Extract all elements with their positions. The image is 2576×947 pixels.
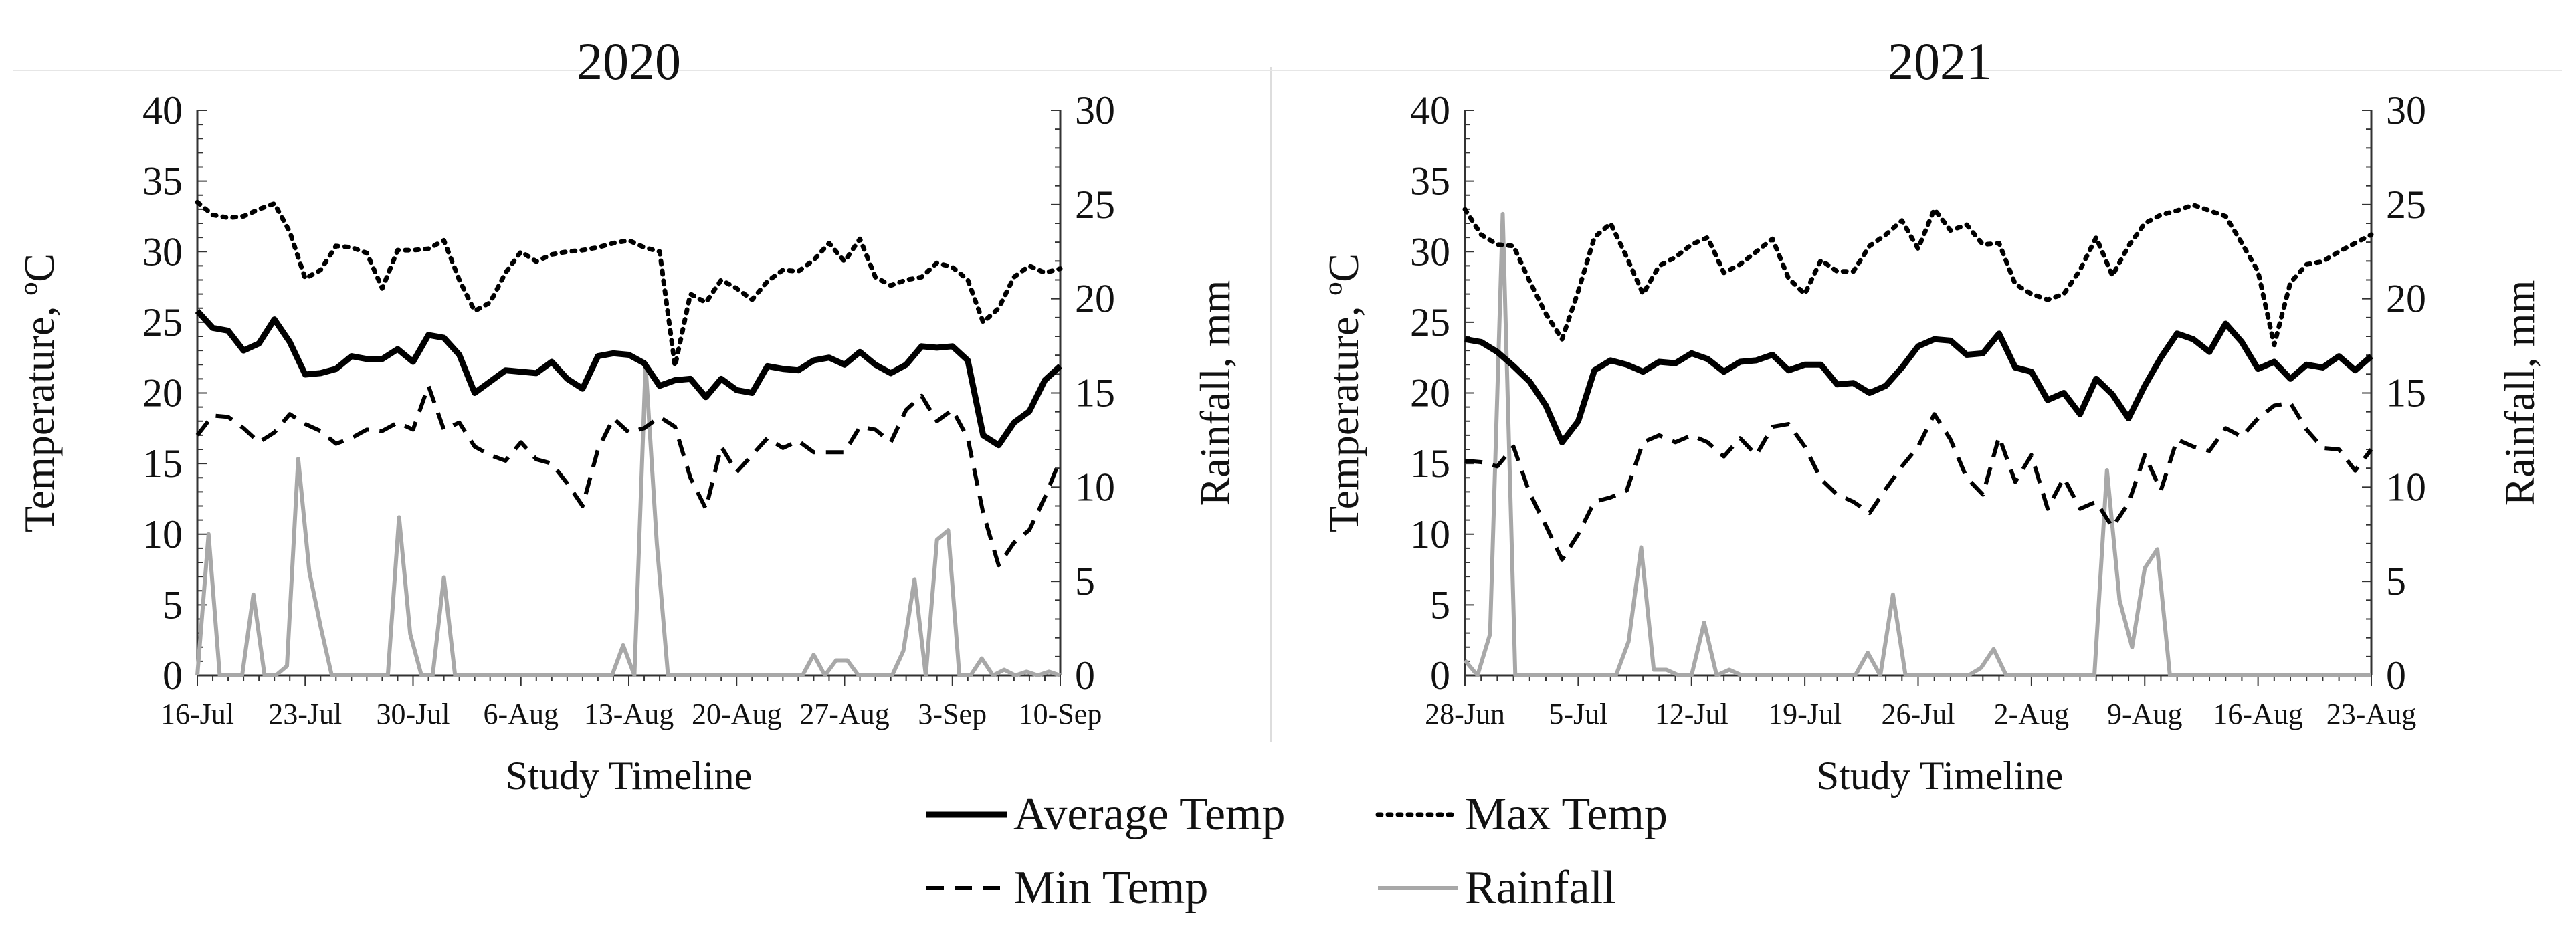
y-tick-label: 10 (142, 512, 183, 556)
chart-title: 2021 (1888, 32, 1992, 90)
x-tick-label: 5-Jul (1549, 698, 1607, 730)
series-line-average (195, 308, 1063, 449)
y2-tick-label: 5 (1075, 559, 1095, 603)
x-tick-label: 13-Aug (584, 698, 674, 730)
y-tick-label: 20 (142, 371, 183, 415)
x-tick-label: 12-Jul (1655, 698, 1728, 730)
y2-tick-label: 25 (2386, 183, 2426, 227)
y-tick-label: 30 (142, 229, 183, 274)
x-axis-title: Study Timeline (1817, 754, 2063, 798)
x-tick-label: 28-Jun (1425, 698, 1505, 730)
legend-item-average: Average Temp (926, 788, 1286, 840)
y2-tick-label: 25 (1075, 183, 1115, 227)
y2-tick-label: 5 (2386, 559, 2406, 603)
x-tick-label: 19-Jul (1768, 698, 1842, 730)
y-tick-label: 35 (1410, 159, 1450, 203)
y-tick-label: 0 (163, 653, 183, 698)
series-line-rain (1463, 211, 2371, 677)
chart-panel-2020: 0 5 10 15 20 25 30 35 40 0 5 10 15 20 25 30 16-Jul 23-Jul… (15, 32, 1239, 798)
x-tick-label: 23-Aug (2326, 698, 2416, 730)
series-line-average (1464, 320, 2373, 445)
y-tick-label: 5 (163, 583, 183, 627)
y2-tick-label: 0 (2386, 653, 2406, 698)
series-line-rain (195, 362, 1061, 677)
legend-label: Rainfall (1465, 862, 1615, 914)
legend-item-max: Max Temp (1375, 788, 1668, 840)
y2-tick-label: 20 (1075, 277, 1115, 321)
x-tick-label: 26-Jul (1882, 698, 1955, 730)
y2-tick-label: 15 (1075, 371, 1115, 415)
y2-tick-label: 0 (1075, 653, 1095, 698)
y-tick-label: 15 (142, 441, 183, 486)
y2-axis-title: Rainfall, mm (1191, 280, 1239, 506)
legend-label: Average Temp (1013, 788, 1286, 840)
legend-label: Min Temp (1013, 862, 1208, 914)
x-tick-label: 10-Sep (1019, 698, 1102, 730)
y-tick-label: 15 (1410, 441, 1450, 486)
chart-title: 2020 (577, 32, 681, 90)
y-tick-label: 40 (142, 88, 183, 132)
y-tick-label: 20 (1410, 371, 1450, 415)
series-line-max (1462, 203, 2374, 348)
x-tick-label: 2-Aug (1994, 698, 2069, 730)
y-tick-label: 25 (1410, 300, 1450, 344)
x-tick-label: 3-Sep (918, 698, 987, 730)
x-tick-label: 6-Aug (484, 698, 559, 730)
chart-panel-2021: 0 5 10 15 20 25 30 35 40 0 5 10 15 20 25 30 28-Jun 5-Jul 1… (1320, 32, 2543, 798)
x-tick-label: 16-Jul (161, 698, 234, 730)
y-tick-label: 0 (1430, 653, 1450, 698)
y-tick-label: 10 (1410, 512, 1450, 556)
series-line-min (195, 383, 1062, 568)
y2-tick-label: 20 (2386, 277, 2426, 321)
series-line-min (1464, 401, 2373, 562)
legend: Average Temp Max Temp Min Temp Rainfall (926, 788, 1668, 914)
y2-tick-label: 30 (1075, 88, 1115, 132)
y-axis-title: Temperature, ºC (15, 253, 63, 532)
x-tick-label: 20-Aug (692, 698, 781, 730)
y2-tick-label: 30 (2386, 88, 2426, 132)
series-line-max (195, 199, 1063, 369)
x-tick-label: 23-Jul (268, 698, 342, 730)
y-tick-label: 30 (1410, 229, 1450, 274)
x-tick-label: 9-Aug (2107, 698, 2182, 730)
y2-tick-label: 15 (2386, 371, 2426, 415)
x-axis-title: Study Timeline (506, 754, 752, 798)
legend-label: Max Temp (1465, 788, 1668, 840)
y-tick-label: 25 (142, 300, 183, 344)
y2-tick-label: 10 (1075, 465, 1115, 509)
legend-item-min: Min Temp (926, 862, 1208, 914)
y-tick-label: 5 (1430, 583, 1450, 627)
x-tick-label: 16-Aug (2213, 698, 2302, 730)
y2-axis-title: Rainfall, mm (2496, 280, 2543, 506)
y-tick-label: 35 (142, 159, 183, 203)
y-axis-title: Temperature, ºC (1320, 253, 1367, 532)
y-tick-label: 40 (1410, 88, 1450, 132)
legend-item-rain: Rainfall (1378, 862, 1615, 914)
x-tick-label: 27-Aug (799, 698, 889, 730)
x-tick-label: 30-Jul (377, 698, 450, 730)
y2-tick-label: 10 (2386, 465, 2426, 509)
